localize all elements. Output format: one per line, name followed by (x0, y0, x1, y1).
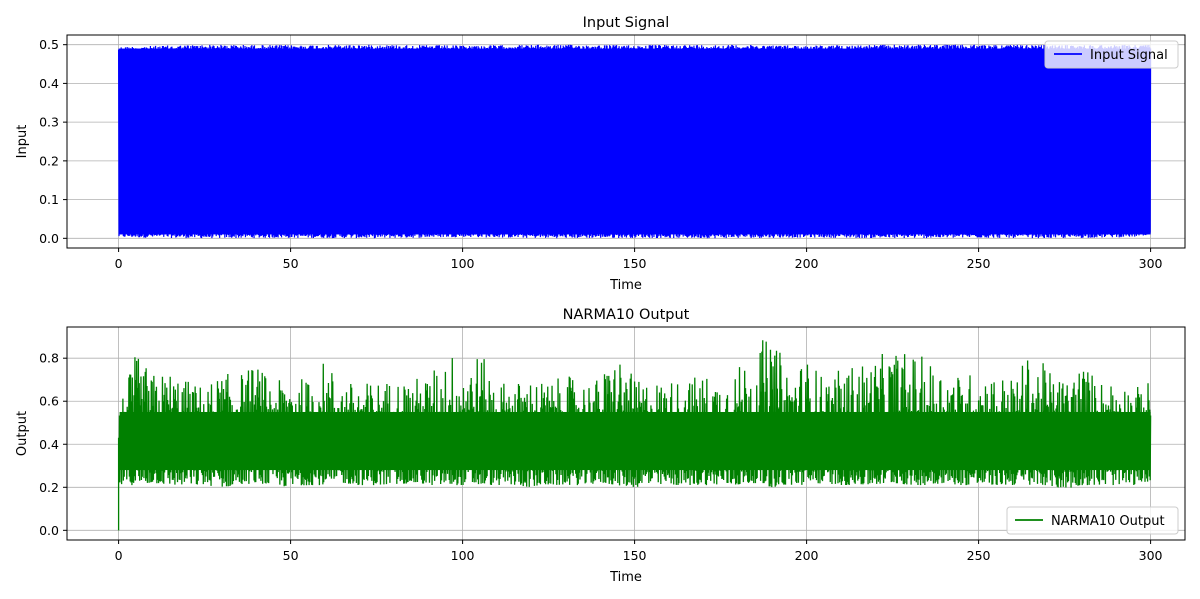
legend-label: NARMA10 Output (1051, 514, 1165, 529)
legend-box (1044, 40, 1179, 69)
x-tick-label: 200 (795, 548, 819, 563)
x-tick-label: 0 (115, 256, 123, 271)
legend-box (1006, 506, 1179, 535)
legend: Input Signal (1044, 40, 1179, 69)
x-tick-label: 250 (967, 548, 991, 563)
y-tick-label: 0.4 (39, 437, 59, 452)
narma10-output-panel: NARMA10 Output 0 50 100 150 200 250 300 0.0 0.2… (15, 307, 1186, 585)
x-tick-label: 100 (451, 548, 475, 563)
x-tick-label: 150 (623, 548, 647, 563)
x-tick-label: 100 (451, 256, 475, 271)
y-tick-label: 0.8 (39, 351, 59, 366)
legend: NARMA10 Output (1006, 506, 1179, 535)
x-tick-label: 300 (1139, 256, 1163, 271)
y-tick-label: 0.0 (39, 523, 59, 538)
x-tick-label: 300 (1139, 548, 1163, 563)
x-tick-label: 50 (283, 548, 299, 563)
y-tick-label: 0.2 (39, 153, 59, 168)
y-tick-label: 0.3 (39, 115, 59, 130)
y-tick-label: 0.4 (39, 76, 59, 91)
y-axis-label: Output (15, 411, 30, 456)
x-ticks: 0 50 100 150 200 250 300 (115, 248, 1163, 271)
input-signal-panel: Input Signal 0 50 100 150 200 250 300 0.00.10.… (15, 15, 1186, 293)
series-input-signal (118, 44, 1152, 239)
x-axis-label: Time (609, 570, 642, 585)
y-tick-label: 0.0 (39, 231, 59, 246)
legend-label: Input Signal (1090, 48, 1168, 63)
x-tick-label: 200 (795, 256, 819, 271)
y-ticks: 0.0 0.1 0.2 0.3 0.4 0.5 (39, 37, 67, 246)
x-axis-label: Time (609, 278, 642, 293)
x-tick-label: 50 (283, 256, 299, 271)
chart-title: Input Signal (583, 15, 670, 31)
plot-frame (66, 326, 1186, 541)
y-tick-label: 0.6 (39, 394, 59, 409)
plot-frame (66, 34, 1186, 249)
x-tick-label: 0 (115, 548, 123, 563)
y-tick-label: 0.2 (39, 480, 59, 495)
y-tick-label: 0.5 (39, 37, 59, 52)
y-axis-label: Input (15, 125, 30, 159)
x-tick-label: 150 (623, 256, 647, 271)
x-tick-label: 250 (967, 256, 991, 271)
x-ticks: 0 50 100 150 200 250 300 (115, 540, 1163, 563)
y-ticks: 0.0 0.2 0.4 0.6 0.8 (39, 351, 67, 538)
series-narma10-output (117, 340, 1152, 531)
narma10-output-line (117, 340, 1152, 531)
y-tick-label: 0.1 (39, 192, 59, 207)
input-signal-line (118, 44, 1152, 239)
chart-title: NARMA10 Output (563, 307, 690, 323)
